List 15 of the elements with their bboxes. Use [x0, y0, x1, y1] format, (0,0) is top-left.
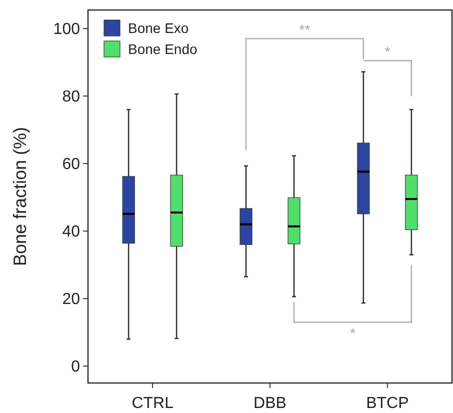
y-tick-label: 0 — [71, 358, 80, 376]
y-tick-label: 80 — [62, 88, 80, 106]
y-tick-label: 40 — [62, 224, 80, 241]
y-tick-label: 100 — [53, 21, 80, 38]
y-tick-label: 20 — [62, 291, 80, 308]
annotation: * — [384, 44, 391, 60]
legend-label: Bone Endo — [128, 40, 198, 57]
y-tick-label: 60 — [62, 156, 80, 174]
x-tick-label: CTRL — [132, 395, 174, 412]
legend-label: Bone Exo — [128, 20, 189, 36]
annotation: ** — [299, 22, 311, 38]
y-axis-title: Bone fraction (%) — [10, 126, 30, 266]
annotation: * — [350, 325, 356, 342]
x-tick-label: DBB — [254, 395, 286, 412]
x-tick-label: BTCP — [366, 395, 409, 412]
